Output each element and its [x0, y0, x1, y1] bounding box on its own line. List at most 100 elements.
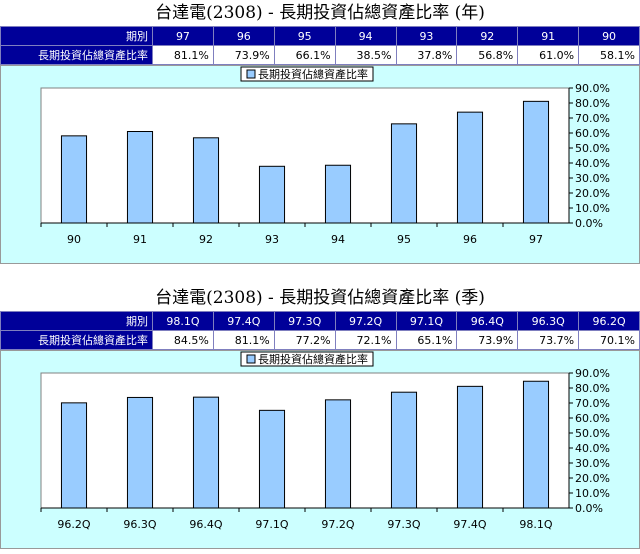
quarterly-period-cell: 98.1Q [152, 311, 214, 331]
annual-chart-x-tick-label: 92 [199, 233, 213, 246]
annual-chart-bar [522, 100, 550, 224]
quarterly-table: 期別 98.1Q 97.4Q 97.3Q 97.2Q 97.1Q 96.4Q 9… [0, 311, 640, 350]
annual-period-label: 期別 [0, 26, 153, 46]
annual-chart-x-tick-label: 93 [265, 233, 279, 246]
annual-title: 台達電(2308) - 長期投資佔總資產比率 (年) [155, 3, 485, 23]
annual-chart-x-tick-label: 90 [67, 233, 81, 246]
annual-chart-bar [390, 123, 418, 224]
quarterly-period-cell: 96.4Q [456, 311, 519, 331]
quarterly-chart-bar [126, 396, 154, 509]
annual-chart-legend-label: 長期投資佔總資產比率 [258, 67, 368, 81]
annual-chart-x-tick-label: 96 [463, 233, 477, 246]
annual-period-cell: 95 [273, 26, 336, 46]
annual-chart-x-tick-label: 91 [133, 233, 147, 246]
quarterly-period-cell: 97.4Q [212, 311, 275, 331]
annual-period-cell: 92 [456, 26, 519, 46]
annual-chart-legend-swatch [246, 69, 256, 79]
annual-ratio-cell: 56.8% [456, 45, 519, 65]
annual-chart-y-tick-label: 50.0% [575, 142, 610, 155]
quarterly-period-cell: 97.2Q [334, 311, 397, 331]
annual-ratio-cell: 58.1% [578, 45, 640, 65]
annual-period-cell: 90 [578, 26, 640, 46]
quarterly-chart-legend: 長期投資佔總資產比率 [240, 351, 374, 367]
annual-period-cell: 97 [152, 26, 214, 46]
quarterly-period-cell: 97.3Q [273, 311, 336, 331]
quarterly-ratio-cell: 77.2% [273, 330, 336, 350]
annual-chart-y-tick-label: 70.0% [575, 112, 610, 125]
annual-chart-bar [456, 111, 484, 224]
quarterly-chart-x-tick-label: 98.1Q [519, 518, 552, 531]
annual-chart-y-tick-label: 40.0% [575, 157, 610, 170]
quarterly-period-label: 期別 [0, 311, 153, 331]
quarterly-title: 台達電(2308) - 長期投資佔總資產比率 (季) [155, 288, 485, 308]
quarterly-ratio-row: 長期投資佔總資產比率 84.5% 81.1% 77.2% 72.1% 65.1%… [0, 330, 640, 350]
annual-ratio-cell: 38.5% [334, 45, 397, 65]
quarterly-chart-x-tick-label: 96.2Q [57, 518, 90, 531]
annual-chart-svg: 長期投資佔總資產比率 0.0% 10.0% 20.0% 30.0% 40.0% 50.0% 6… [40, 66, 610, 246]
annual-table: 期別 97 96 95 94 93 92 91 90 長期投資佔總資產比率 81… [0, 26, 640, 65]
quarterly-chart-bar [60, 402, 88, 509]
annual-ratio-cell: 37.8% [395, 45, 458, 65]
quarterly-chart-x-tick-label: 96.3Q [123, 518, 156, 531]
quarterly-chart: 長期投資佔總資產比率 0.0% 10.0% 20.0% 30.0% 40.0% 50.0% 6… [0, 350, 640, 549]
quarterly-chart-x-tick-label: 97.2Q [321, 518, 354, 531]
annual-chart-plot-area [40, 87, 570, 224]
quarterly-chart-svg: 長期投資佔總資產比率 0.0% 10.0% 20.0% 30.0% 40.0% 50.0% 6… [40, 351, 610, 531]
quarterly-chart-y-tick-label: 30.0% [575, 457, 610, 470]
annual-chart-y-tick-label: 0.0% [575, 217, 603, 230]
annual-ratio-cell: 61.0% [517, 45, 580, 65]
quarterly-chart-bar [324, 399, 352, 509]
quarterly-chart-y-tick-label: 10.0% [575, 487, 610, 500]
quarterly-chart-bar [258, 409, 286, 509]
annual-ratio-label: 長期投資佔總資產比率 [0, 45, 153, 65]
quarterly-chart-bar [192, 396, 220, 509]
annual-chart-x-tick-label: 94 [331, 233, 345, 246]
annual-ratio-cell: 66.1% [273, 45, 336, 65]
annual-section: 台達電(2308) - 長期投資佔總資產比率 (年) 期別 97 96 95 9… [0, 0, 640, 264]
quarterly-chart-bar [390, 391, 418, 509]
quarterly-chart-x-tick-label: 97.3Q [387, 518, 420, 531]
quarterly-chart-legend-label: 長期投資佔總資產比率 [258, 352, 368, 366]
annual-period-cell: 96 [212, 26, 275, 46]
annual-period-cell: 93 [395, 26, 458, 46]
annual-period-cell: 94 [334, 26, 397, 46]
quarterly-chart-y-tick-label: 60.0% [575, 412, 610, 425]
quarterly-chart-y-tick-label: 50.0% [575, 427, 610, 440]
quarterly-section: 台達電(2308) - 長期投資佔總資產比率 (季) 期別 98.1Q 97.4… [0, 285, 640, 549]
quarterly-period-cell: 96.3Q [517, 311, 580, 331]
quarterly-chart-bar [456, 385, 484, 509]
quarterly-period-cell: 96.2Q [578, 311, 640, 331]
annual-ratio-cell: 81.1% [152, 45, 214, 65]
quarterly-ratio-cell: 81.1% [212, 330, 275, 350]
quarterly-chart-y-tick-label: 80.0% [575, 382, 610, 395]
annual-chart-y-tick-label: 90.0% [575, 82, 610, 95]
quarterly-ratio-cell: 70.1% [578, 330, 640, 350]
quarterly-ratio-cell: 73.9% [456, 330, 519, 350]
quarterly-period-cell: 97.1Q [395, 311, 458, 331]
annual-chart-y-tick-label: 60.0% [575, 127, 610, 140]
annual-chart-bar [192, 137, 220, 224]
quarterly-chart-x-tick-label: 96.4Q [189, 518, 222, 531]
annual-period-cell: 91 [517, 26, 580, 46]
annual-chart-legend: 長期投資佔總資產比率 [240, 66, 374, 82]
quarterly-chart-y-tick-label: 20.0% [575, 472, 610, 485]
quarterly-chart-bar [522, 380, 550, 509]
quarterly-ratio-cell: 73.7% [517, 330, 580, 350]
quarterly-ratio-cell: 65.1% [395, 330, 458, 350]
annual-chart-bar [60, 135, 88, 224]
quarterly-chart-x-tick-label: 97.4Q [453, 518, 486, 531]
quarterly-ratio-label: 長期投資佔總資產比率 [0, 330, 153, 350]
quarterly-chart-y-tick-label: 0.0% [575, 502, 603, 515]
quarterly-chart-x-tick-label: 97.1Q [255, 518, 288, 531]
quarterly-period-row: 期別 98.1Q 97.4Q 97.3Q 97.2Q 97.1Q 96.4Q 9… [0, 311, 640, 331]
annual-chart-y-tick-label: 10.0% [575, 202, 610, 215]
quarterly-ratio-cell: 72.1% [334, 330, 397, 350]
annual-chart-bar [258, 165, 286, 224]
annual-chart-y-tick-label: 80.0% [575, 97, 610, 110]
annual-ratio-row: 長期投資佔總資產比率 81.1% 73.9% 66.1% 38.5% 37.8%… [0, 45, 640, 65]
quarterly-chart-y-tick-label: 40.0% [575, 442, 610, 455]
quarterly-chart-y-tick-label: 70.0% [575, 397, 610, 410]
quarterly-chart-legend-swatch [246, 354, 256, 364]
annual-chart-x-tick-label: 97 [529, 233, 543, 246]
annual-period-row: 期別 97 96 95 94 93 92 91 90 [0, 26, 640, 46]
